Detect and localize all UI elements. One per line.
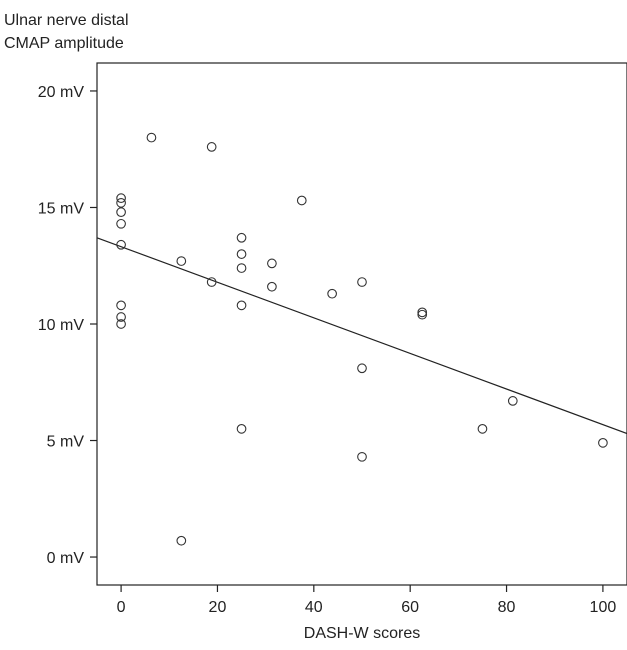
data-point bbox=[206, 277, 217, 287]
data-point bbox=[417, 307, 428, 318]
trend-line bbox=[96, 237, 627, 435]
data-point bbox=[116, 319, 126, 329]
data-point bbox=[236, 300, 247, 311]
data-point bbox=[116, 197, 126, 208]
data-point bbox=[116, 207, 126, 217]
data-point bbox=[236, 263, 247, 273]
data-point bbox=[116, 312, 126, 322]
data-point bbox=[116, 193, 126, 204]
x-tick-label: 20 bbox=[209, 599, 227, 616]
data-point bbox=[146, 132, 157, 143]
data-point bbox=[357, 363, 367, 374]
x-axis: 0 20 40 60 80 100 bbox=[117, 585, 617, 616]
x-tick-label: 80 bbox=[498, 599, 516, 616]
data-point bbox=[296, 195, 307, 206]
y-tick-label: 0 mV bbox=[47, 550, 85, 567]
y-tick-label: 15 mV bbox=[38, 200, 85, 217]
x-axis-title: DASH-W scores bbox=[304, 625, 420, 642]
data-point bbox=[176, 256, 187, 266]
x-tick-label: 0 bbox=[117, 599, 126, 616]
data-point bbox=[206, 142, 217, 152]
data-point bbox=[236, 249, 247, 259]
y-axis-title-line-1: Ulnar nerve distal bbox=[4, 12, 129, 29]
data-point bbox=[507, 396, 518, 406]
data-points bbox=[116, 132, 608, 546]
data-point bbox=[236, 232, 247, 243]
data-point bbox=[477, 424, 488, 434]
x-tick-label: 60 bbox=[401, 599, 419, 616]
data-point bbox=[357, 451, 367, 462]
data-point bbox=[267, 258, 277, 269]
y-tick-label: 5 mV bbox=[47, 434, 85, 451]
data-point bbox=[327, 288, 337, 299]
y-axis-title-line-2: CMAP amplitude bbox=[4, 35, 124, 52]
x-tick-label: 40 bbox=[305, 599, 323, 616]
data-point bbox=[357, 277, 367, 287]
y-axis: 0 mV 5 mV 10 mV 15 mV 20 mV bbox=[38, 84, 97, 567]
data-point bbox=[598, 437, 608, 448]
x-tick-label: 100 bbox=[590, 599, 617, 616]
data-point bbox=[176, 535, 187, 546]
y-tick-label: 20 mV bbox=[38, 84, 85, 101]
y-tick-label: 10 mV bbox=[38, 317, 85, 334]
data-point bbox=[417, 309, 428, 320]
data-point bbox=[267, 281, 277, 292]
data-point bbox=[116, 239, 126, 250]
data-point bbox=[116, 300, 126, 311]
data-point bbox=[116, 218, 126, 229]
plot-frame bbox=[96, 62, 627, 586]
data-point bbox=[236, 424, 247, 434]
